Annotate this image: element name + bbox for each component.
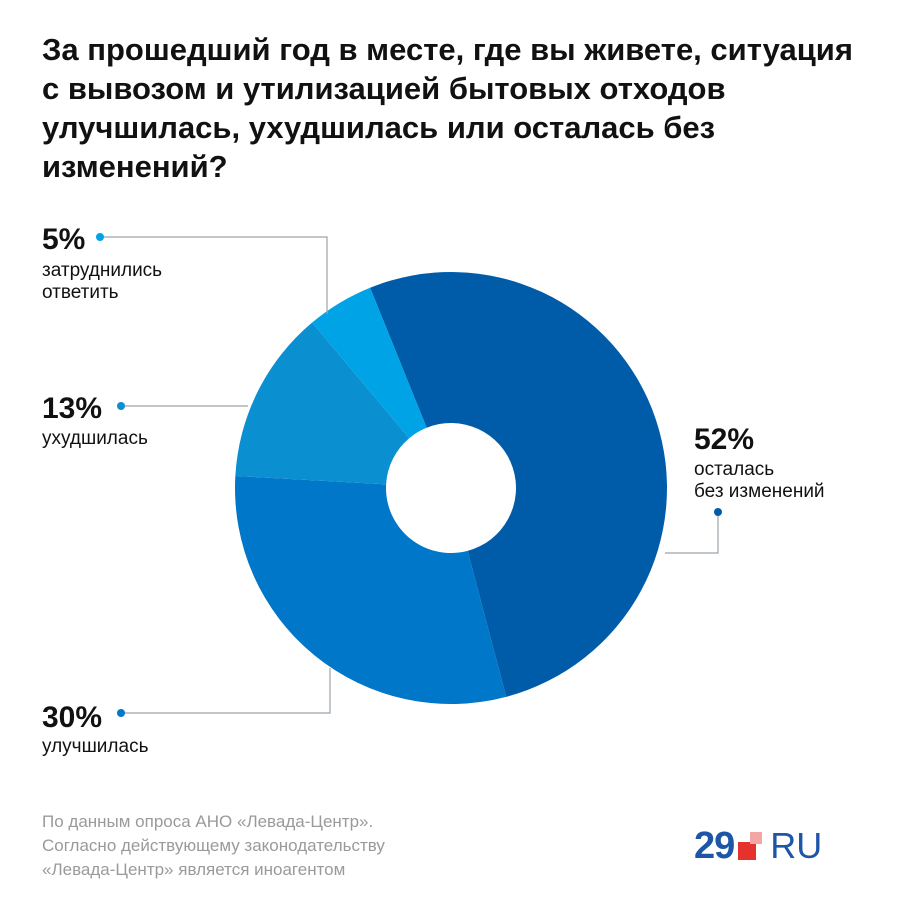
logo-suffix: RU (770, 825, 823, 866)
leader-dot-3 (96, 233, 104, 241)
slice-category-label-0: осталась (694, 459, 774, 480)
source-line-2: Согласно действующему законодательству (42, 836, 385, 855)
source-line-3: «Левада-Центр» является иноагентом (42, 860, 346, 879)
slice-category-label-3-line2: ответить (42, 282, 119, 303)
slice-value-label-2: 13% (42, 392, 102, 425)
leader-line-0 (665, 512, 719, 554)
donut-slice-1 (235, 475, 507, 704)
leader-dot-2 (117, 402, 125, 410)
chart-title: За прошедший год в месте, где вы живете,… (42, 32, 853, 184)
slice-value-label-0: 52% (694, 423, 754, 456)
logo-number: 29 (694, 825, 735, 867)
source-note: По данным опроса АНО «Левада-Центр». Сог… (42, 810, 562, 882)
logo-29ru: 29 RU (694, 825, 823, 867)
slice-category-label-0-line2: без изменений (694, 481, 825, 502)
source-line-1: По данным опроса АНО «Левада-Центр». (42, 812, 374, 831)
leader-line-1 (121, 668, 331, 714)
slice-category-label-3: затруднились (42, 260, 162, 281)
donut-slice-2 (235, 322, 410, 485)
slice-category-label-1: улучшилась (42, 736, 149, 757)
logo-square-icon (738, 832, 766, 860)
leader-line-3 (100, 236, 328, 314)
donut-slice-0 (370, 272, 667, 697)
slice-value-label-3: 5% (42, 223, 85, 256)
donut-slice-3 (312, 287, 427, 439)
slice-category-label-2: ухудшилась (42, 428, 148, 449)
leader-dot-0 (714, 508, 722, 516)
slice-value-label-1: 30% (42, 701, 102, 734)
leader-dot-1 (117, 709, 125, 717)
